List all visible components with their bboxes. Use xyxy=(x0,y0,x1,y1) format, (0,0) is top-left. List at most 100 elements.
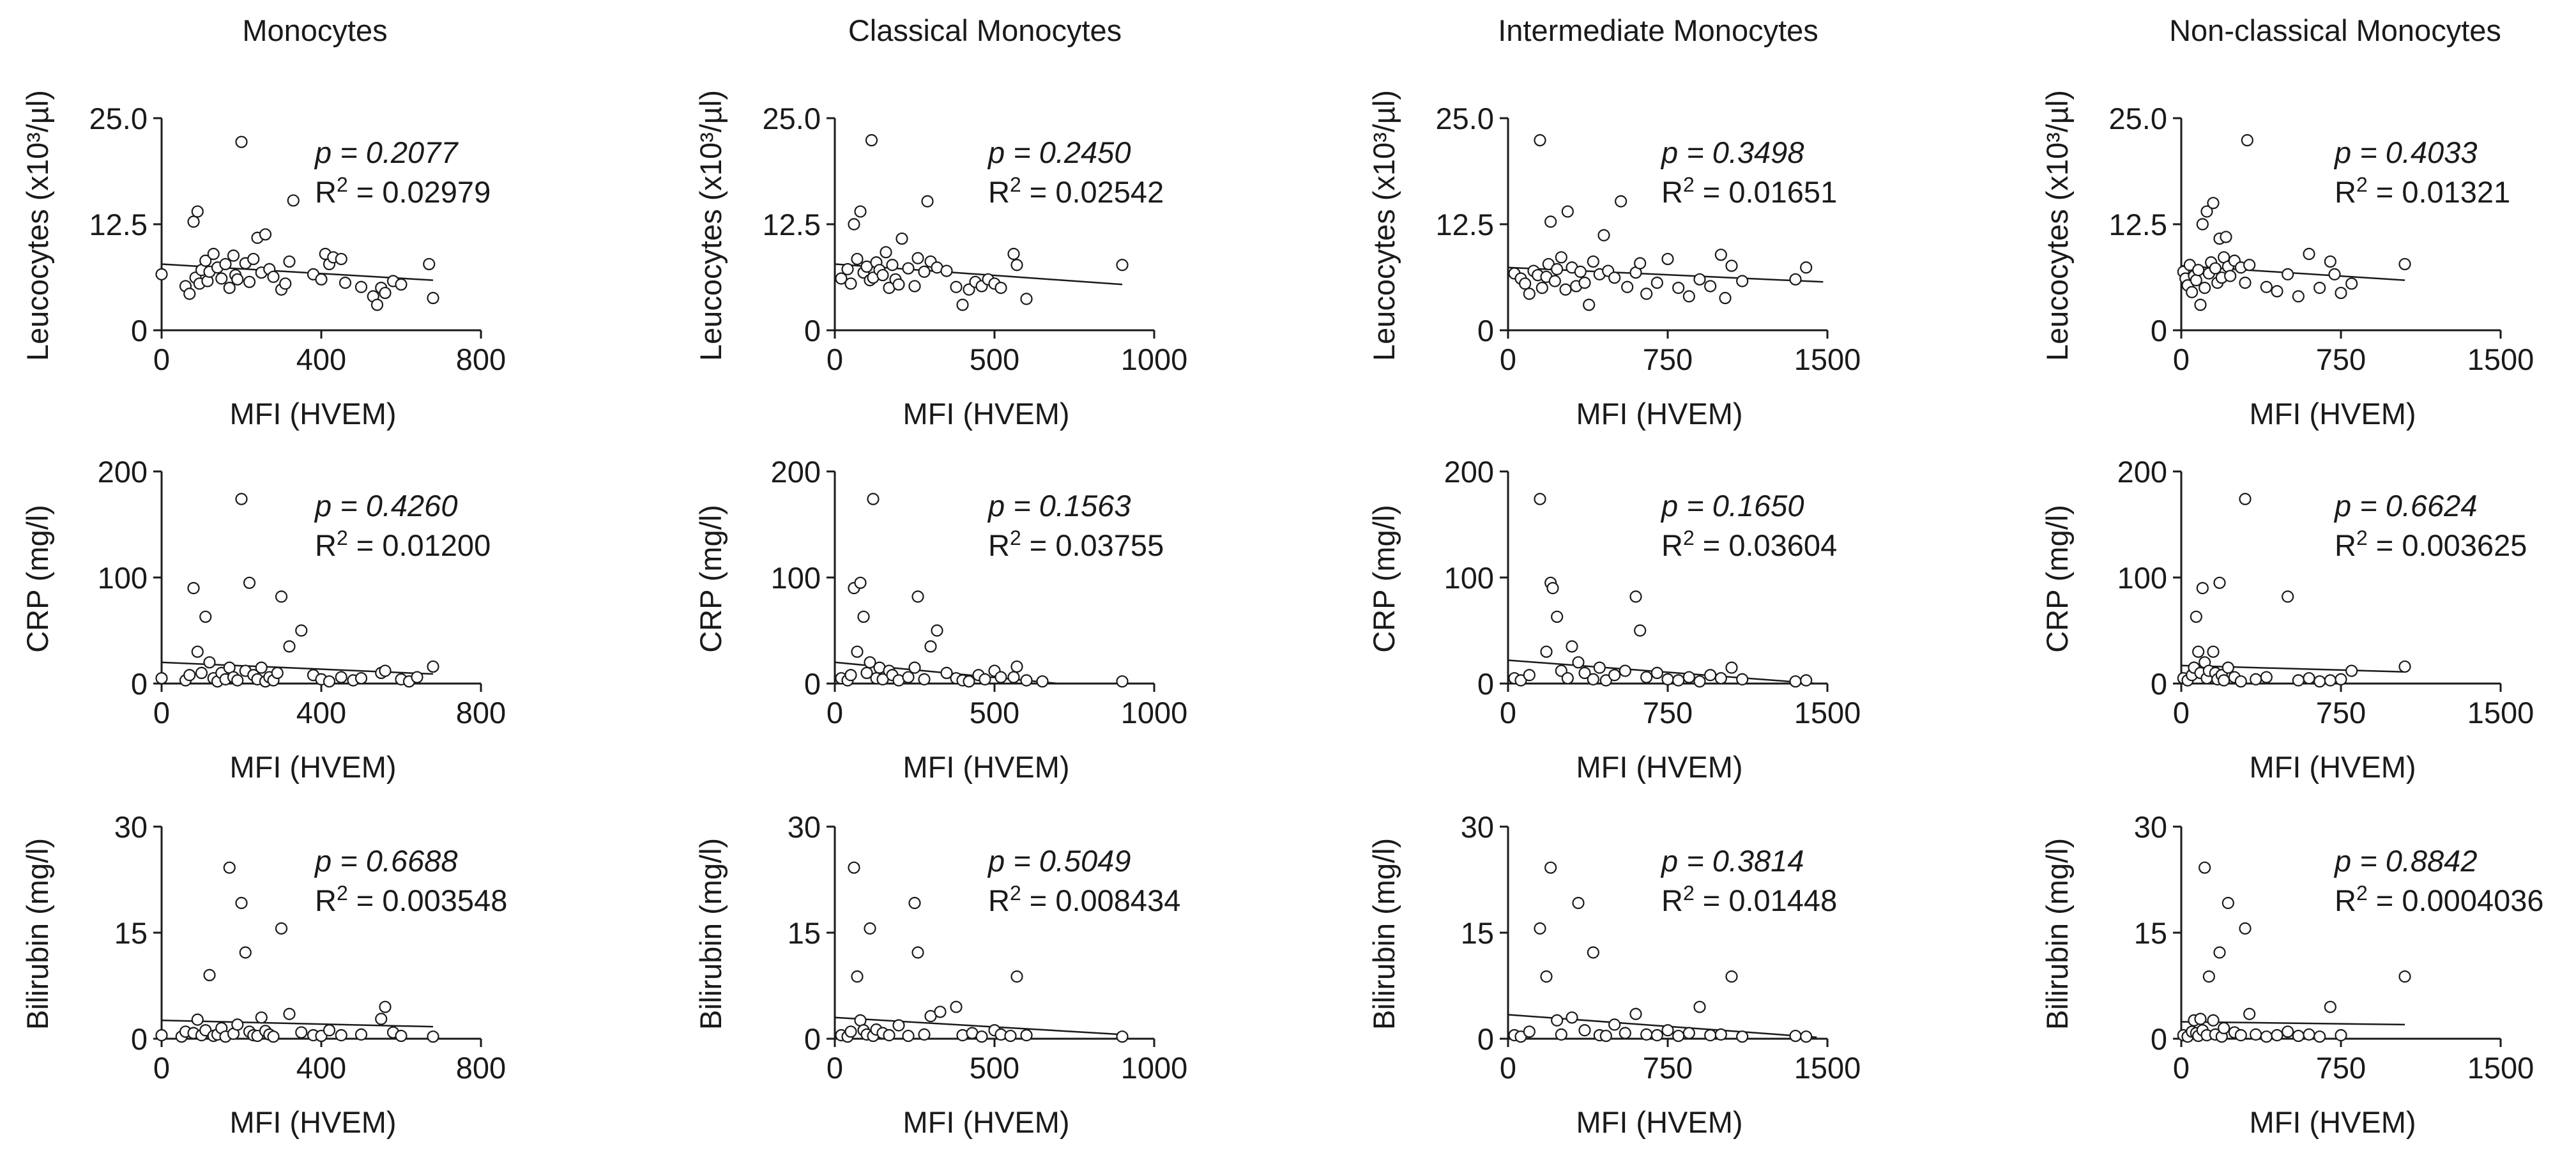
y-tick-label: 12.5 xyxy=(763,208,821,241)
r-squared-value: = 0.003625 xyxy=(2368,528,2527,562)
data-point xyxy=(1572,656,1585,669)
data-point xyxy=(203,656,216,669)
data-point xyxy=(2243,259,2256,272)
y-tick-label: 12.5 xyxy=(1436,208,1494,241)
data-point xyxy=(1661,673,1674,685)
y-axis-label: Leucocytes (x10³/µl) xyxy=(20,90,54,361)
scatter-panel-crp-mono: 0 400 800 0 100 200 MFI (HVEM) CRP (mg/l) p = 0.… xyxy=(20,455,506,784)
x-tick-label: 750 xyxy=(2316,696,2366,730)
scatter-panel-leuco-mono: 0 400 800 0 12.5 25.0 MFI (HVEM) Leucocytes (x1… xyxy=(20,90,506,431)
r-squared-symbol: R xyxy=(315,175,337,209)
data-point xyxy=(1551,263,1564,275)
data-point xyxy=(1725,259,1738,272)
data-point xyxy=(2282,268,2294,280)
y-tick-label: 25.0 xyxy=(1436,102,1494,135)
data-point xyxy=(243,275,256,288)
scatter-panel-bili-mono: 0 400 800 0 15 30 MFI (HVEM) Bilirubin (mg/l) p … xyxy=(20,810,507,1139)
x-axis-label: MFI (HVEM) xyxy=(1576,750,1742,784)
data-point xyxy=(1572,896,1585,910)
x-tick-label: 800 xyxy=(456,696,506,730)
data-point xyxy=(1650,666,1663,680)
data-point xyxy=(2303,672,2315,685)
y-axis-label: Bilirubin (mg/l) xyxy=(2040,838,2074,1030)
data-point xyxy=(231,273,244,286)
r-squared-symbol: R xyxy=(315,883,337,917)
r-squared-symbol: R xyxy=(2335,175,2356,209)
data-point xyxy=(1540,970,1553,983)
y-axis-label: CRP (mg/l) xyxy=(1367,505,1401,653)
data-point xyxy=(223,282,236,294)
r-squared-value: = 0.003548 xyxy=(348,883,508,917)
x-tick-label: 1500 xyxy=(2467,342,2534,376)
data-point xyxy=(191,205,204,218)
data-point xyxy=(2196,581,2209,595)
data-point xyxy=(1010,660,1023,673)
data-point xyxy=(219,257,232,271)
data-point xyxy=(2398,970,2411,983)
r-squared-symbol: R xyxy=(1661,175,1683,209)
data-point xyxy=(2324,1000,2336,1013)
x-tick-label: 800 xyxy=(456,342,506,376)
data-point xyxy=(844,277,857,290)
data-point xyxy=(851,252,864,266)
data-point xyxy=(2234,1029,2247,1042)
data-point xyxy=(1523,669,1536,682)
data-point xyxy=(271,666,284,680)
data-point xyxy=(2313,282,2326,294)
data-point xyxy=(187,215,200,228)
data-point xyxy=(880,246,892,259)
data-point xyxy=(2335,286,2347,300)
data-point xyxy=(339,277,352,289)
data-point xyxy=(2292,1029,2305,1043)
r-squared-exponent: 2 xyxy=(2356,882,2368,905)
r-squared-exponent: 2 xyxy=(2356,173,2368,196)
data-point xyxy=(287,194,300,207)
data-point xyxy=(259,228,272,241)
data-point xyxy=(2239,493,2252,505)
data-point xyxy=(227,249,240,262)
data-point xyxy=(1615,195,1627,208)
data-point xyxy=(1672,674,1685,687)
data-point xyxy=(1704,669,1717,682)
y-axis-label: Bilirubin (mg/l) xyxy=(20,838,54,1030)
data-point xyxy=(187,581,200,595)
data-point xyxy=(354,672,368,685)
y-tick-label: 0 xyxy=(131,1022,148,1056)
y-tick-label: 30 xyxy=(114,810,148,844)
data-point xyxy=(1800,674,1813,687)
r-squared-symbol: R xyxy=(988,883,1010,917)
r-squared-symbol: R xyxy=(315,528,337,562)
y-tick-label: 100 xyxy=(98,561,148,595)
y-tick-label: 0 xyxy=(2151,1022,2167,1056)
x-tick-label: 400 xyxy=(296,1051,346,1085)
p-value: p = 0.4033 xyxy=(2333,135,2477,169)
data-point xyxy=(1578,277,1591,289)
data-point xyxy=(335,1029,347,1042)
x-tick-label: 750 xyxy=(2316,1051,2366,1085)
data-point xyxy=(940,264,953,277)
data-point xyxy=(2241,134,2253,147)
data-point xyxy=(203,968,216,982)
data-point xyxy=(975,1030,988,1043)
y-tick-label: 0 xyxy=(2151,314,2167,348)
data-point xyxy=(1661,1024,1674,1037)
r-squared-exponent: 2 xyxy=(1683,882,1695,905)
data-point xyxy=(1566,640,1578,653)
data-point xyxy=(379,664,392,677)
data-point xyxy=(2303,247,2315,261)
data-point xyxy=(1548,275,1561,287)
data-point xyxy=(908,896,921,910)
data-point xyxy=(1599,1029,1612,1043)
data-point xyxy=(215,272,228,285)
data-point xyxy=(1789,1029,1802,1043)
r-squared: R2 = 0.02979 xyxy=(315,173,491,209)
y-tick-label: 100 xyxy=(2117,561,2167,595)
data-point xyxy=(379,1000,392,1013)
data-point xyxy=(1736,1030,1749,1043)
data-point xyxy=(1725,970,1738,983)
data-point xyxy=(1523,287,1536,300)
data-point xyxy=(370,298,384,311)
r-squared-value: = 0.03755 xyxy=(1021,528,1164,562)
p-value: p = 0.8842 xyxy=(2333,844,2477,878)
